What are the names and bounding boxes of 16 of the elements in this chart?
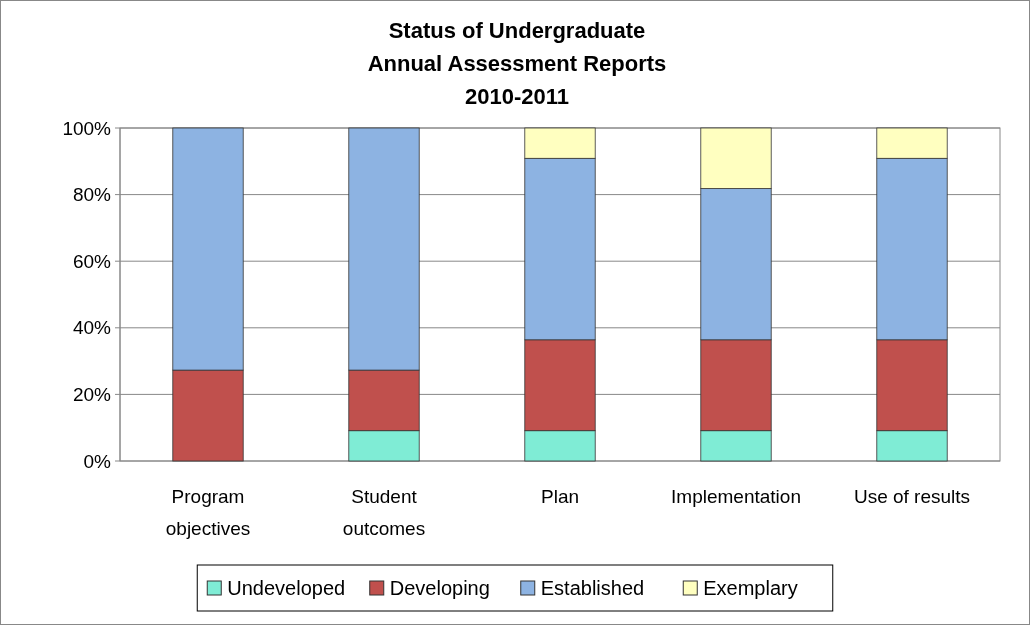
y-tick-label: 20% — [72, 384, 112, 406]
chart-title: Status of Undergraduate Annual Assessment Reports 2010-2011 — [367, 18, 667, 109]
y-tick-label: 60% — [72, 250, 112, 272]
legend-label: Exemplary — [703, 577, 798, 599]
x-tick-label: Program objectives — [165, 486, 251, 539]
x-tick-label: Use of results — [853, 486, 971, 507]
legend-label: Developing — [389, 577, 490, 599]
x-tick-label: Implementation — [671, 486, 801, 507]
legend-label: Established — [540, 577, 645, 599]
y-tick-label: 100% — [62, 117, 112, 139]
legend-label: Undeveloped — [227, 577, 346, 599]
y-tick-label: 0% — [83, 450, 112, 472]
y-tick-label: 40% — [72, 317, 112, 339]
y-tick-label: 80% — [72, 184, 112, 206]
x-tick-label: Student outcomes — [342, 486, 426, 539]
x-tick-label: Plan — [540, 486, 580, 507]
